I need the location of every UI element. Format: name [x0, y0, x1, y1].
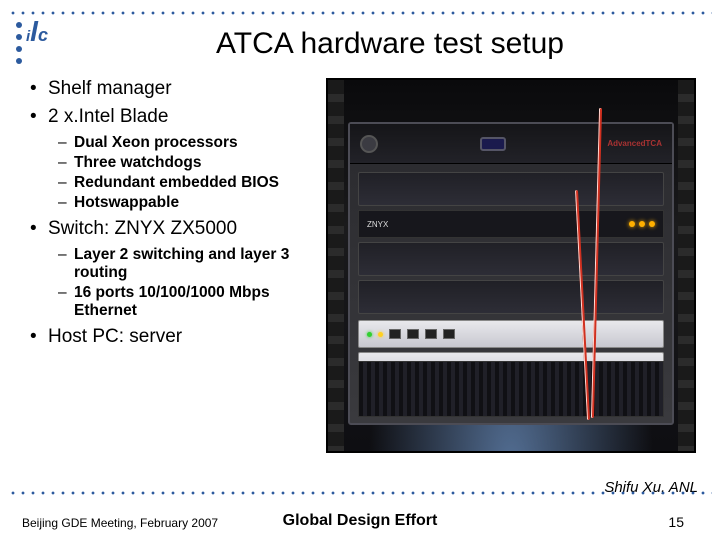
- empty-slot: [358, 280, 664, 314]
- bullet-text: 2 x.Intel Blade: [48, 106, 168, 127]
- sub-bullet-item: Dual Xeon processors: [58, 134, 310, 152]
- led-icon: [367, 332, 372, 337]
- brand-label: AdvancedTCA: [607, 139, 662, 148]
- logo-letter-l: l: [30, 16, 38, 47]
- bullet-item: 2 x.Intel Blade Dual Xeon processors Thr…: [30, 106, 310, 212]
- logo-letter-c: c: [38, 25, 48, 45]
- bullet-item: Shelf manager: [30, 78, 310, 100]
- status-led-icon: [639, 221, 645, 227]
- slide: ilc ATCA hardware test setup Shelf manag…: [0, 0, 720, 540]
- logo-dots: [16, 22, 22, 64]
- power-button-icon: [360, 135, 378, 153]
- blade-server: [358, 320, 664, 348]
- content-area: Shelf manager 2 x.Intel Blade Dual Xeon …: [30, 78, 702, 480]
- sub-bullet-item: 16 ports 10/100/1000 Mbps Ethernet: [58, 284, 310, 320]
- ethernet-port-icon: [443, 329, 455, 339]
- ethernet-port-icon: [389, 329, 401, 339]
- bullet-item: Switch: ZNYX ZX5000 Layer 2 switching an…: [30, 218, 310, 320]
- led-icon: [378, 332, 383, 337]
- footer-page-number: 15: [668, 514, 684, 530]
- bullet-text: Host PC: server: [48, 326, 182, 347]
- bullet-list: Shelf manager 2 x.Intel Blade Dual Xeon …: [30, 78, 310, 348]
- header: ilc ATCA hardware test setup: [10, 20, 710, 68]
- ilc-logo: ilc: [10, 20, 70, 68]
- sub-bullet-item: Hotswappable: [58, 194, 310, 212]
- logo-letters: ilc: [26, 20, 48, 44]
- sub-bullet-item: Three watchdogs: [58, 154, 310, 172]
- vent-panel: [358, 361, 664, 417]
- sub-bullet-list: Dual Xeon processors Three watchdogs Red…: [58, 134, 310, 212]
- status-led-icon: [629, 221, 635, 227]
- status-led-icon: [649, 221, 655, 227]
- bullet-text: Shelf manager: [48, 78, 172, 99]
- rack-photo: AdvancedTCA ZNYX: [326, 78, 696, 453]
- switch-panel: ZNYX: [358, 210, 664, 238]
- sub-bullet-item: Layer 2 switching and layer 3 routing: [58, 246, 310, 282]
- vga-port-icon: [480, 137, 506, 151]
- bullet-text: Switch: ZNYX ZX5000: [48, 218, 237, 239]
- atca-chassis: AdvancedTCA ZNYX: [348, 122, 674, 425]
- switch-brand-label: ZNYX: [367, 220, 388, 229]
- bullet-item: Host PC: server: [30, 326, 310, 348]
- decorative-dots-top: [8, 10, 712, 16]
- sub-bullet-item: Redundant embedded BIOS: [58, 174, 310, 192]
- empty-slot: [358, 242, 664, 276]
- footer-center: Global Design Effort: [0, 512, 720, 530]
- bullet-column: Shelf manager 2 x.Intel Blade Dual Xeon …: [30, 78, 310, 480]
- ethernet-port-icon: [407, 329, 419, 339]
- photo-column: AdvancedTCA ZNYX: [320, 78, 702, 480]
- footer: Beijing GDE Meeting, February 2007 Globa…: [0, 496, 720, 540]
- sub-bullet-list: Layer 2 switching and layer 3 routing 16…: [58, 246, 310, 320]
- slide-title: ATCA hardware test setup: [70, 27, 710, 61]
- empty-slot: [358, 172, 664, 206]
- chassis-top-panel: AdvancedTCA: [350, 124, 672, 164]
- ethernet-port-icon: [425, 329, 437, 339]
